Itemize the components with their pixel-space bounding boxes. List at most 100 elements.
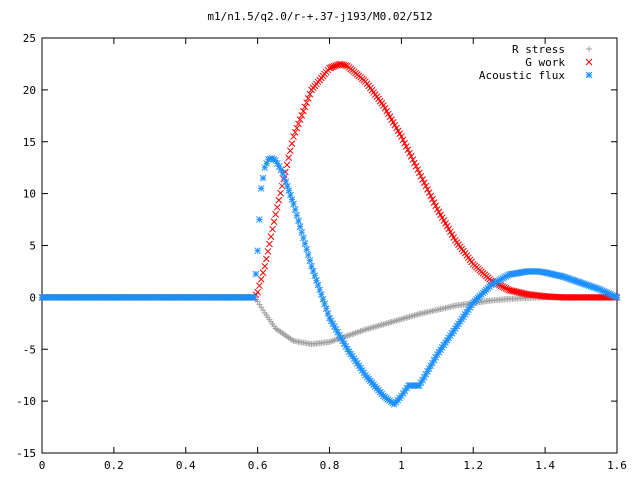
data-point-g-work (497, 282, 505, 290)
legend-marker (585, 58, 593, 66)
data-point-g-work (582, 294, 590, 301)
data-point-g-work (429, 195, 436, 203)
chart-title: m1/n1.5/q2.0/r-+.37-j193/M0.02/512 (207, 10, 432, 23)
data-point-g-work (411, 159, 418, 167)
data-point-g-work (409, 156, 417, 164)
data-point-g-work (576, 294, 583, 301)
legend-label-acoustic-flux: Acoustic flux (479, 69, 565, 82)
y-tick-label: 5 (29, 240, 36, 253)
x-tick-label: 0.4 (176, 459, 196, 472)
data-point-g-work (561, 294, 569, 301)
data-point-g-work (425, 189, 433, 197)
data-point-g-work (500, 284, 508, 291)
data-point-acoustic-flux (403, 384, 411, 392)
data-point-g-work (290, 133, 297, 140)
data-point-g-work (427, 192, 435, 200)
data-point-acoustic-flux (613, 294, 621, 301)
data-point-g-work (342, 62, 350, 69)
data-point-g-work (592, 294, 600, 301)
data-point-g-work (432, 202, 440, 210)
data-point-g-work (584, 294, 591, 301)
axes: 0 0.2 0.4 0.6 0.8 1 1.2 1.4 1.6 25 20 15 10 5 0 -5 -10 -1… (16, 32, 627, 472)
data-point-g-work (301, 103, 309, 111)
data-point-g-work (567, 294, 575, 301)
data-point-acoustic-flux (288, 196, 296, 203)
data-point-g-work (559, 294, 567, 301)
data-point-g-work (404, 146, 412, 154)
legend-marker-g-work (585, 58, 593, 66)
data-point-g-work (291, 128, 299, 136)
y-tick-label: 10 (23, 188, 36, 201)
data-point-acoustic-flux (254, 247, 261, 255)
data-point-g-work (574, 294, 582, 301)
data-point-g-work (296, 116, 304, 123)
legend-label-g-work: G work (525, 56, 565, 69)
data-point-acoustic-flux (250, 294, 258, 301)
series-acoustic-flux (38, 154, 621, 408)
data-point-g-work (415, 169, 423, 177)
data-point-g-work (295, 120, 302, 128)
data-point-acoustic-flux (259, 174, 267, 182)
data-point-g-work (597, 294, 605, 301)
data-point-g-work (585, 294, 593, 301)
data-point-g-work (285, 154, 293, 162)
data-point-g-work (259, 269, 267, 277)
legend-label-r-stress: R stress (512, 43, 565, 56)
y-tick-label: -10 (16, 395, 36, 408)
legend-marker (585, 71, 593, 79)
data-point-g-work (595, 294, 603, 301)
data-point-g-work (564, 294, 572, 301)
x-tick-label: 0.8 (320, 459, 340, 472)
x-tick-label: 0 (39, 459, 46, 472)
legend-marker (586, 46, 592, 52)
data-point-g-work (577, 294, 585, 301)
data-point-g-work (288, 140, 296, 147)
data-point-g-work (269, 225, 276, 233)
data-point-g-work (424, 186, 431, 193)
data-point-acoustic-flux (252, 270, 260, 278)
data-point-g-work (267, 233, 275, 240)
data-point-acoustic-flux (282, 178, 290, 186)
data-point-g-work (286, 147, 294, 155)
data-point-acoustic-flux (455, 320, 462, 328)
data-point-acoustic-flux (284, 182, 291, 190)
plot-frame (41, 37, 618, 454)
data-point-g-work (293, 124, 301, 132)
data-point-acoustic-flux (304, 251, 312, 259)
data-point-g-work (261, 262, 269, 270)
data-point-g-work (594, 294, 601, 301)
data-point-g-work (412, 162, 420, 170)
data-point-g-work (275, 196, 283, 204)
data-point-g-work (569, 294, 577, 301)
data-point-g-work (257, 275, 265, 283)
y-tick-label: 25 (23, 32, 36, 45)
data-point-g-work (499, 283, 507, 291)
legend-marker-acoustic-flux (585, 71, 593, 79)
data-point-g-work (270, 218, 278, 226)
data-point-g-work (264, 248, 272, 255)
y-tick-label: -5 (23, 343, 36, 356)
data-point-g-work (273, 203, 281, 211)
data-point-g-work (419, 176, 426, 183)
data-point-g-work (571, 294, 578, 301)
data-point-acoustic-flux (300, 234, 307, 242)
data-point-g-work (304, 95, 312, 102)
data-point-g-work (283, 161, 291, 169)
data-point-g-work (406, 149, 413, 157)
data-point-g-work (266, 240, 273, 248)
data-point-g-work (580, 294, 588, 301)
x-tick-label: 0.2 (104, 459, 124, 472)
y-tick-label: 20 (23, 84, 36, 97)
data-point-g-work (589, 294, 596, 301)
data-point-g-work (399, 136, 407, 144)
data-point-g-work (566, 294, 573, 301)
data-point-acoustic-flux (279, 169, 287, 177)
data-point-g-work (306, 90, 314, 98)
data-point-acoustic-flux (256, 216, 263, 223)
data-point-acoustic-flux (301, 240, 309, 247)
series-g-work (38, 60, 621, 301)
x-tick-label: 1.6 (607, 459, 627, 472)
data-point-acoustic-flux (296, 223, 304, 230)
data-point-acoustic-flux (293, 211, 301, 219)
